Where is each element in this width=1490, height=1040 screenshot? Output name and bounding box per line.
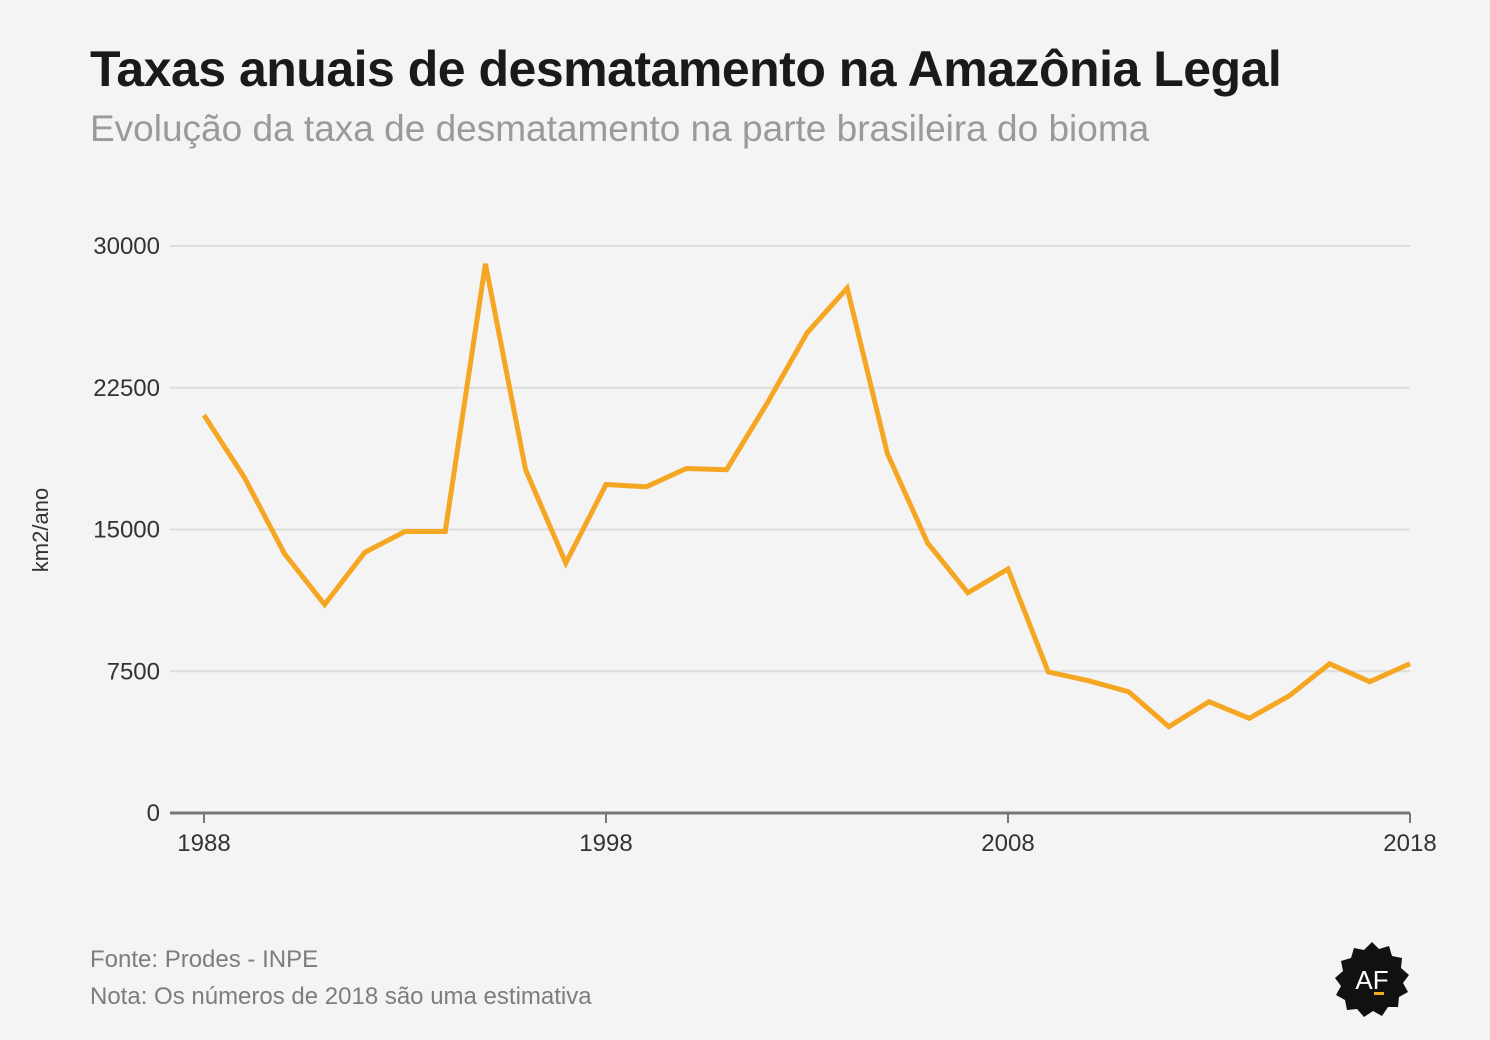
footer-source: Fonte: Prodes - INPE: [90, 946, 319, 973]
data-point-2017: [1367, 679, 1372, 684]
x-tick-label: 2008: [981, 830, 1034, 857]
footer-note: Nota: Os números de 2018 são uma estimat…: [90, 983, 592, 1010]
badge-shape: [1335, 942, 1409, 1017]
data-point-2002: [764, 401, 769, 406]
data-point-2014: [1247, 716, 1252, 721]
y-tick-label: 0: [147, 800, 160, 827]
data-point-2009: [1046, 669, 1051, 674]
data-point-2003: [805, 331, 810, 336]
af-badge-logo: AF: [1335, 942, 1409, 1017]
data-point-2004: [845, 286, 850, 291]
data-point-2015: [1287, 693, 1292, 698]
data-point-2006: [925, 540, 930, 545]
series-line-0: [201, 263, 1412, 730]
data-point-2008: [1006, 566, 1011, 571]
data-point-1992: [362, 550, 367, 555]
logo-text: AF: [1355, 965, 1388, 995]
data-point-2013: [1207, 699, 1212, 704]
data-point-2011: [1126, 689, 1131, 694]
y-tick-label: 30000: [93, 233, 160, 260]
x-tick-label: 1988: [177, 830, 230, 857]
y-axis-label: km2/ano: [28, 488, 53, 572]
data-point-2007: [965, 590, 970, 595]
logo-accent: [1374, 992, 1384, 995]
x-tick-label: 1998: [579, 830, 632, 857]
data-point-2012: [1166, 724, 1171, 729]
data-point-1996: [523, 467, 528, 472]
y-tick-label: 7500: [107, 658, 160, 685]
data-point-1989: [242, 475, 247, 480]
data-point-1990: [282, 551, 287, 556]
data-point-1997: [563, 561, 568, 566]
data-point-1999: [644, 484, 649, 489]
gridlines: [170, 245, 1410, 673]
data-point-1998: [604, 482, 609, 487]
data-point-2005: [885, 451, 890, 456]
data-point-2016: [1327, 661, 1332, 666]
y-tick-label: 22500: [93, 375, 160, 402]
data-point-2018: [1408, 661, 1413, 666]
chart-title: Taxas anuais de desmatamento na Amazônia…: [90, 41, 1282, 97]
data-point-2000: [684, 466, 689, 471]
data-point-2010: [1086, 678, 1091, 683]
data-point-2001: [724, 467, 729, 472]
axes: 0 7500 15000 22500 30000 1988 1998 2008 2018: [93, 233, 1436, 857]
series: [201, 261, 1413, 730]
x-tick-label: 2018: [1383, 830, 1436, 857]
data-point-1995: [483, 261, 488, 266]
data-point-1991: [322, 602, 327, 607]
data-point-1993: [403, 529, 408, 534]
y-tick-label: 15000: [93, 517, 160, 544]
data-point-1988: [202, 413, 207, 418]
chart-subtitle: Evolução da taxa de desmatamento na part…: [90, 108, 1150, 149]
data-point-1994: [443, 529, 448, 534]
